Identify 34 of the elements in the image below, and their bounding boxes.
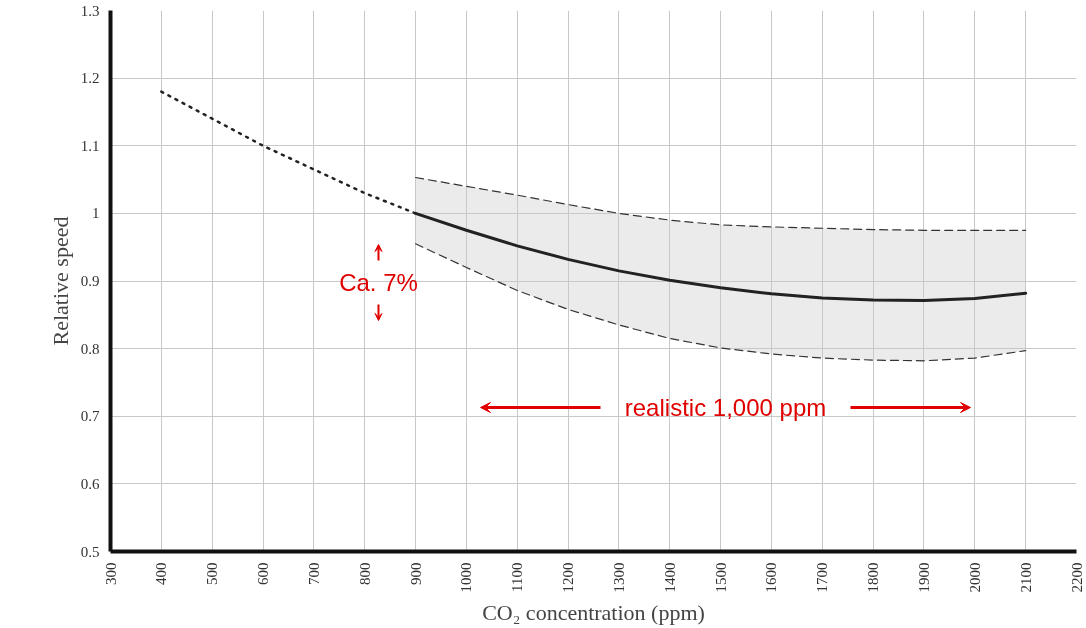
- x-tick-label: 800: [356, 562, 373, 585]
- x-tick-label: 2200: [1068, 562, 1085, 593]
- annotation: Ca. 7%: [339, 269, 418, 296]
- y-tick-label: 1: [92, 205, 100, 222]
- y-tick-label: 0.8: [80, 340, 100, 357]
- x-tick-label: 1400: [661, 562, 678, 593]
- y-tick-label: 1.1: [80, 137, 100, 154]
- annotation: realistic 1,000 ppm: [624, 394, 827, 421]
- y-tick-label: 1.2: [80, 70, 100, 87]
- x-tick-label: 900: [407, 562, 424, 585]
- x-tick-label: 700: [305, 562, 322, 585]
- x-tick-label: 1700: [814, 562, 831, 593]
- x-tick-label: 1900: [915, 562, 932, 593]
- y-tick-label: 0.6: [80, 475, 100, 492]
- y-tick-label: 0.7: [80, 408, 100, 425]
- x-tick-label: 1000: [458, 562, 475, 593]
- x-tick-label: 1200: [560, 562, 577, 593]
- y-tick-label: 0.9: [80, 273, 100, 289]
- x-tick-label: 1100: [509, 562, 526, 592]
- x-tick-label: 2100: [1017, 562, 1034, 593]
- x-tick-label: 2000: [966, 562, 983, 593]
- x-tick-label: 400: [153, 562, 170, 585]
- y-axis-title: Relative speed: [47, 216, 73, 346]
- x-tick-label: 1600: [763, 562, 780, 593]
- x-tick-label: 1800: [865, 562, 882, 593]
- x-axis-title: CO₂ concentration (ppm): [482, 600, 705, 626]
- y-tick-label: 1.3: [80, 2, 100, 19]
- x-tick-label: 300: [102, 562, 119, 585]
- x-tick-label: 1300: [610, 562, 627, 593]
- x-tick-label: 500: [204, 562, 221, 585]
- y-tick-label: 0.5: [80, 543, 100, 560]
- x-tick-label: 1500: [712, 562, 729, 593]
- x-tick-label: 600: [255, 562, 272, 585]
- line-series: [414, 176, 1027, 231]
